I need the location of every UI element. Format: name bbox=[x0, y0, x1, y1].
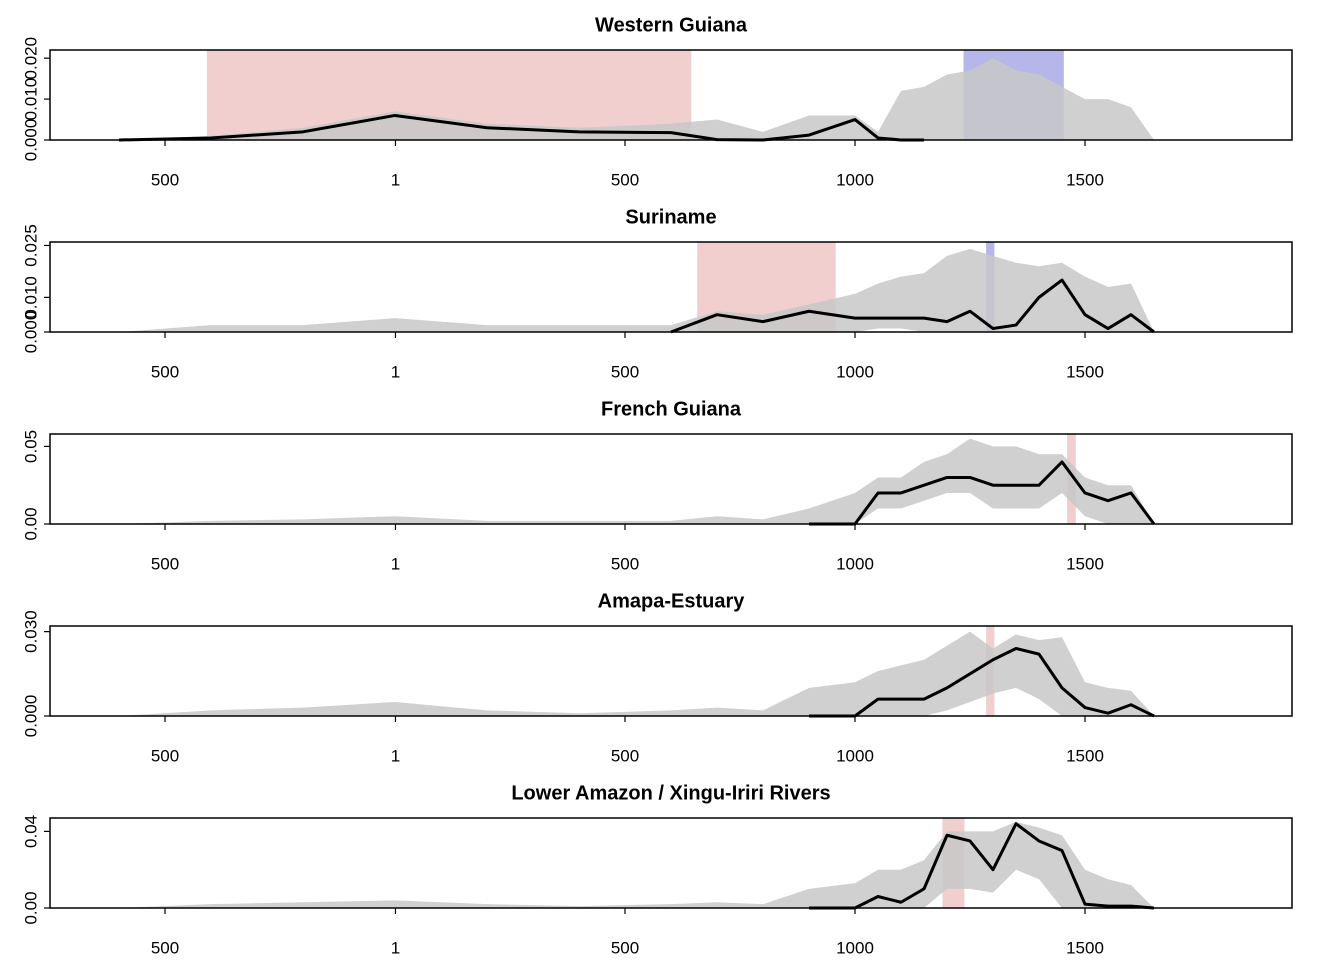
x-tick-label: 1 bbox=[391, 746, 400, 765]
x-tick-label: 1 bbox=[391, 170, 400, 189]
y-tick-label: 0.00 bbox=[21, 891, 40, 924]
plot-frame bbox=[49, 49, 1293, 141]
plot-frame bbox=[49, 625, 1293, 717]
x-tick-label: 1500 bbox=[1066, 362, 1104, 381]
x-tick-label: 1000 bbox=[836, 362, 874, 381]
x-tick-label: 1 bbox=[391, 554, 400, 573]
plot-frame bbox=[49, 241, 1293, 333]
density-line bbox=[118, 113, 924, 142]
x-tick-label: 1 bbox=[391, 362, 400, 381]
density-line bbox=[809, 460, 1156, 526]
x-tick-label: 1000 bbox=[836, 170, 874, 189]
x-tick-label: 500 bbox=[611, 362, 639, 381]
y-tick-label: 0.010 bbox=[21, 78, 40, 121]
x-tick-label: 1500 bbox=[1066, 746, 1104, 765]
x-tick-label: 500 bbox=[611, 554, 639, 573]
panel-title: Lower Amazon / Xingu-Iriri Rivers bbox=[511, 782, 830, 804]
x-tick-label: 500 bbox=[151, 170, 179, 189]
x-tick-label: 1500 bbox=[1066, 938, 1104, 957]
panel-title: French Guiana bbox=[601, 398, 742, 420]
x-tick-label: 500 bbox=[151, 746, 179, 765]
x-tick-label: 500 bbox=[151, 554, 179, 573]
density-line bbox=[809, 647, 1155, 718]
y-tick-label: 0.00 bbox=[21, 507, 40, 540]
y-tick-label: 0.04 bbox=[21, 815, 40, 848]
x-tick-label: 1500 bbox=[1066, 170, 1104, 189]
x-tick-label: 500 bbox=[151, 938, 179, 957]
y-tick-label: 0.010 bbox=[21, 276, 40, 319]
x-tick-label: 1000 bbox=[836, 938, 874, 957]
panel-title: Western Guiana bbox=[595, 14, 748, 36]
y-tick-label: 0.020 bbox=[21, 37, 40, 80]
y-tick-label: 0.000 bbox=[21, 119, 40, 162]
density-line bbox=[809, 822, 1155, 910]
y-tick-label: 0.000 bbox=[21, 695, 40, 738]
x-tick-label: 1000 bbox=[836, 554, 874, 573]
y-tick-label: 0.05 bbox=[21, 430, 40, 463]
y-tick-label: 0.030 bbox=[21, 610, 40, 653]
x-tick-label: 1000 bbox=[836, 746, 874, 765]
plot-frame bbox=[49, 433, 1293, 525]
confidence-band bbox=[119, 821, 1154, 908]
confidence-band bbox=[119, 438, 1154, 524]
x-tick-label: 1500 bbox=[1066, 554, 1104, 573]
confidence-band bbox=[119, 631, 1154, 716]
confidence-band bbox=[119, 248, 1154, 332]
x-tick-label: 1 bbox=[391, 938, 400, 957]
y-tick-label: 0.025 bbox=[21, 224, 40, 267]
density-line bbox=[670, 278, 1155, 334]
y-tick-label: 0.000 bbox=[21, 311, 40, 354]
x-tick-label: 500 bbox=[611, 170, 639, 189]
panel-title: Suriname bbox=[625, 206, 716, 228]
panel-title: Amapa-Estuary bbox=[598, 590, 746, 612]
plot-frame bbox=[49, 817, 1293, 909]
x-tick-label: 500 bbox=[611, 746, 639, 765]
x-tick-label: 500 bbox=[611, 938, 639, 957]
x-tick-label: 500 bbox=[151, 362, 179, 381]
